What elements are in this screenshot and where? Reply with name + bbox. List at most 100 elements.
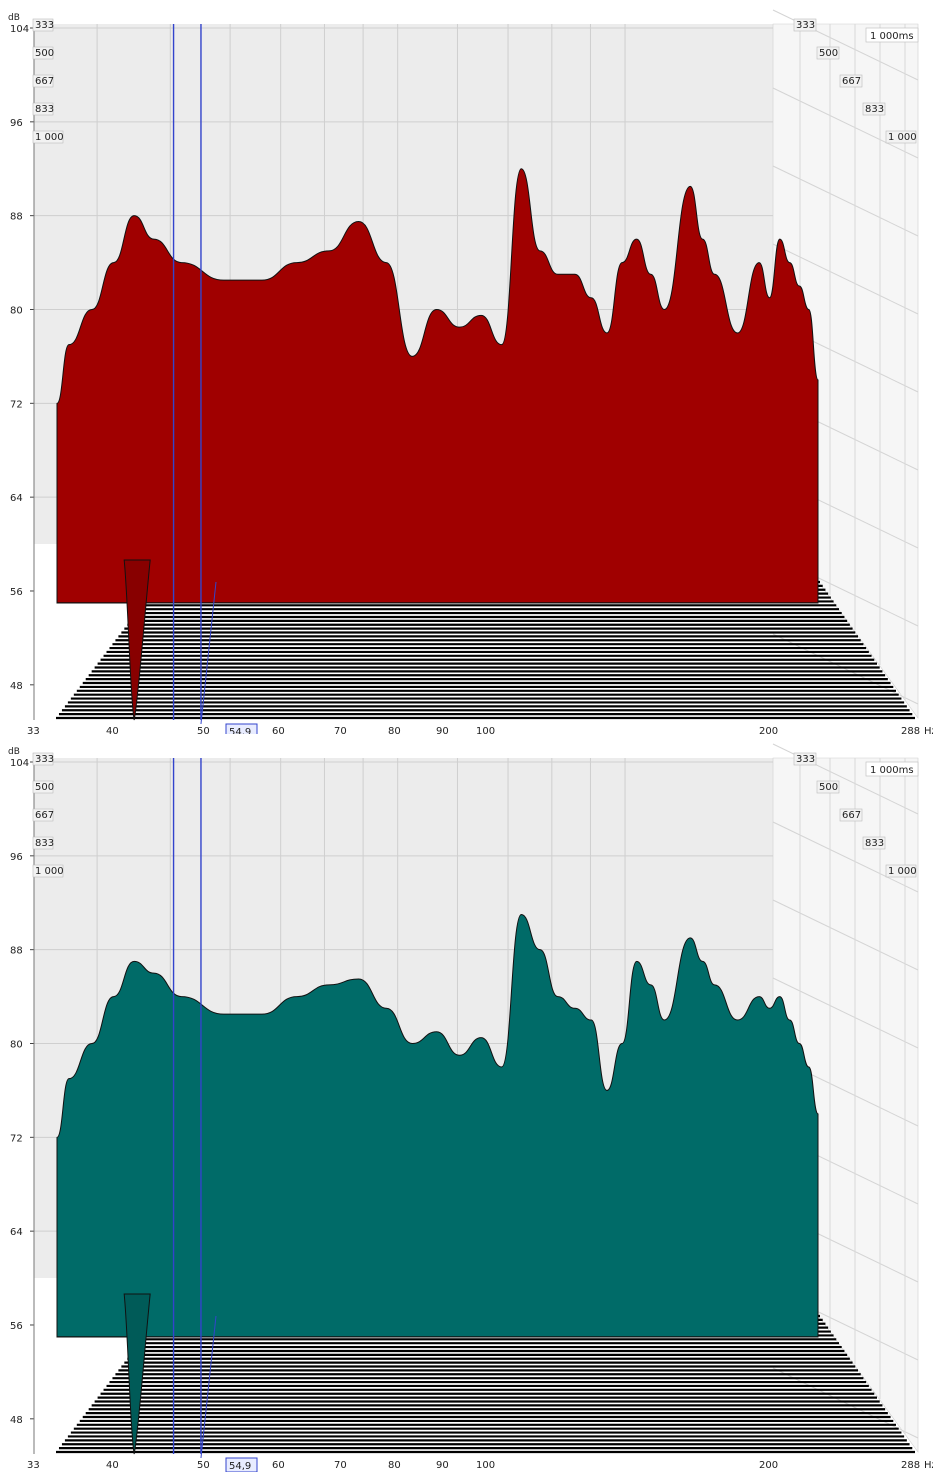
x-tick-label: 40	[106, 726, 119, 734]
y-tick-label: 88	[10, 212, 23, 223]
time-label-left-box-2	[32, 74, 54, 88]
time-label-left: 833	[35, 104, 54, 115]
dip-notch	[123, 559, 151, 721]
cursor-readout: 54,9	[229, 1461, 251, 1472]
cursor-perspective-line	[200, 581, 217, 725]
y-tick-label: 56	[10, 1321, 23, 1332]
y-tick-label: 64	[10, 493, 23, 504]
x-tick-label: 60	[272, 1460, 285, 1471]
time-label-left: 500	[35, 48, 54, 59]
x-tick-label: 100	[476, 1460, 495, 1471]
y-tick-label: 72	[10, 399, 23, 410]
time-label-left-box-3	[32, 102, 54, 116]
y-tick-label: 48	[10, 681, 23, 692]
time-label-left-box-1	[32, 46, 54, 60]
side-grid-3	[772, 977, 919, 1049]
y-tick-label: 104	[10, 758, 29, 769]
x-tick-label: 80	[388, 1460, 401, 1471]
time-label-left-box-0	[32, 752, 54, 766]
time-label-left: 667	[35, 810, 54, 821]
time-label-right-box-4	[885, 130, 917, 144]
time-label-right: 833	[865, 104, 884, 115]
time-label-right: 500	[819, 782, 838, 793]
time-label-left-box-3	[32, 836, 54, 850]
time-label-right-box-1	[816, 46, 840, 60]
time-label-left: 1 000	[35, 132, 64, 143]
time-label-left: 500	[35, 782, 54, 793]
y-tick-label: 104	[10, 24, 29, 35]
side-grid-3	[772, 243, 919, 315]
time-label-right-box-0	[793, 18, 817, 32]
x-tick-label: 60	[272, 726, 285, 734]
y-tick-label: 80	[10, 305, 23, 316]
y-tick-label: 56	[10, 587, 23, 598]
time-label-right: 333	[796, 754, 815, 765]
x-tick-label: 288	[901, 726, 920, 734]
time-label-right: 667	[842, 810, 861, 821]
time-end-box	[865, 761, 919, 777]
y-tick-label: 64	[10, 1227, 23, 1238]
x-tick-label: 70	[334, 1460, 347, 1471]
y-tick-label: 96	[10, 852, 23, 863]
y-tick-label: 88	[10, 946, 23, 957]
y-tick-label: 96	[10, 118, 23, 129]
time-label-right: 1 000	[888, 132, 917, 143]
time-label-right: 333	[796, 20, 815, 31]
x-tick-label: 50	[197, 726, 210, 734]
x-unit-label: Hz	[924, 726, 933, 734]
cursor-readout-box	[225, 723, 258, 734]
time-label-left-box-4	[32, 864, 64, 878]
cursor-readout: 54,9	[229, 727, 251, 734]
time-end-label: 1 000ms	[870, 765, 914, 776]
x-tick-label: 80	[388, 726, 401, 734]
time-label-right-box-4	[885, 864, 917, 878]
waterfall-slice-0	[56, 168, 819, 604]
cursor-readout-box	[225, 1457, 258, 1472]
y-axis-label: dB	[8, 13, 20, 23]
time-label-left: 333	[35, 754, 54, 765]
y-tick-label: 80	[10, 1039, 23, 1050]
time-label-left: 667	[35, 76, 54, 87]
x-unit-label: Hz	[924, 1460, 933, 1471]
x-tick-label: 100	[476, 726, 495, 734]
time-label-right: 667	[842, 76, 861, 87]
x-tick-label: 200	[759, 726, 778, 734]
time-label-right-box-2	[839, 808, 863, 822]
time-label-left: 333	[35, 20, 54, 31]
time-label-right-box-3	[862, 102, 886, 116]
time-label-right-box-2	[839, 74, 863, 88]
dip-notch	[123, 1293, 151, 1455]
y-tick-label: 48	[10, 1415, 23, 1426]
time-label-left: 1 000	[35, 866, 64, 877]
x-tick-label: 33	[27, 726, 40, 734]
side-grid-1	[772, 821, 919, 893]
time-label-left-box-4	[32, 130, 64, 144]
time-label-left-box-2	[32, 808, 54, 822]
time-label-right-box-0	[793, 752, 817, 766]
time-label-right-box-1	[816, 780, 840, 794]
x-tick-label: 90	[436, 726, 449, 734]
x-tick-label: 200	[759, 1460, 778, 1471]
side-grid-1	[772, 87, 919, 159]
x-tick-label: 40	[106, 1460, 119, 1471]
side-grid-8	[772, 1367, 919, 1439]
time-label-left: 833	[35, 838, 54, 849]
time-label-right-box-3	[862, 836, 886, 850]
x-tick-label: 50	[197, 1460, 210, 1471]
x-tick-label: 288	[901, 1460, 920, 1471]
time-label-right: 833	[865, 838, 884, 849]
waterfall-slice-0	[56, 913, 819, 1338]
cursor-perspective-line	[200, 1315, 217, 1459]
x-tick-label: 33	[27, 1460, 40, 1471]
x-tick-label: 90	[436, 1460, 449, 1471]
time-label-right: 1 000	[888, 866, 917, 877]
side-grid-8	[772, 633, 919, 705]
side-grid-2	[772, 165, 919, 237]
x-tick-label: 70	[334, 726, 347, 734]
side-grid-2	[772, 899, 919, 971]
time-end-box	[865, 27, 919, 43]
time-label-left-box-1	[32, 780, 54, 794]
time-label-right: 500	[819, 48, 838, 59]
